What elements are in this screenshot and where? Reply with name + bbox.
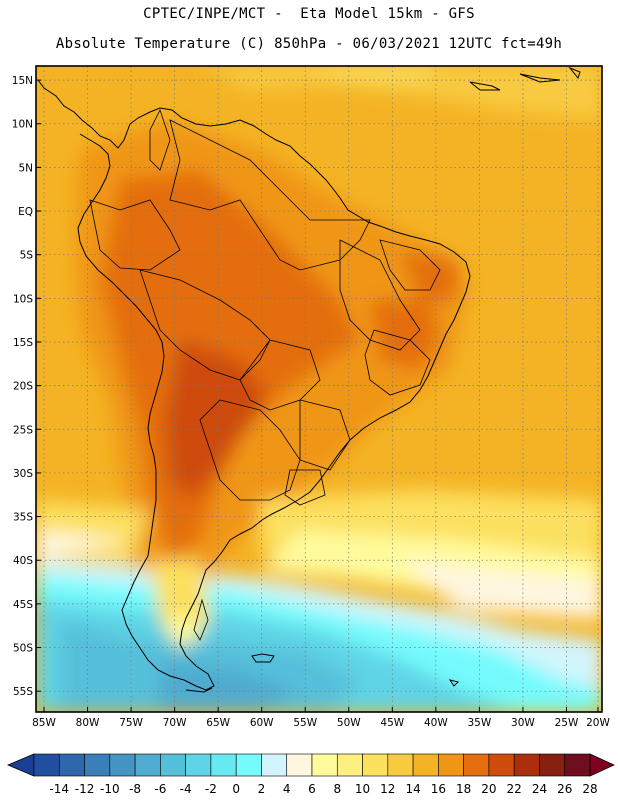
colorbar-label: 4	[283, 782, 291, 796]
lat-label: 5N	[18, 162, 33, 174]
colorbar-swatch	[488, 753, 515, 777]
colorbar-label: 14	[405, 782, 420, 796]
colorbar-label: -8	[129, 782, 141, 796]
colorbar-labels: -14 -12 -10 -8 -6 -4 -2 0 2 4 6 8 10 12 14 16 18 20 22 24 26…	[49, 782, 597, 796]
colorbar-swatch	[134, 753, 161, 777]
colorbar-label: 26	[557, 782, 572, 796]
colorbar-swatch	[109, 753, 136, 777]
lon-label: 65W	[206, 717, 230, 729]
colorbar-swatch	[286, 753, 313, 777]
lat-label: 5S	[20, 250, 34, 262]
colorbar-label: -14	[49, 782, 69, 796]
lat-label: 10S	[13, 293, 33, 305]
lat-label: 15S	[13, 337, 33, 349]
lon-label: 70W	[163, 717, 187, 729]
colorbar-label: 8	[333, 782, 341, 796]
longitude-labels: 85W 80W 75W 70W 65W 60W 55W 50W 45W 40W 35W 30W 25W 2…	[32, 707, 610, 729]
lat-label: 10N	[12, 119, 33, 131]
colorbar-swatch	[362, 753, 389, 777]
lat-label: 25S	[13, 424, 33, 436]
lon-label: 30W	[511, 717, 535, 729]
lat-label: 55S	[13, 686, 33, 698]
colorbar-arrow-right	[589, 753, 615, 777]
colorbar-swatch	[438, 753, 464, 777]
colorbar-swatch	[387, 753, 414, 777]
lon-label: 35W	[468, 717, 492, 729]
lon-label: 80W	[76, 717, 100, 729]
lat-label: 35S	[13, 512, 33, 524]
lon-label: 25W	[555, 717, 579, 729]
colorbar-swatch	[210, 753, 237, 777]
colorbar-label: -6	[154, 782, 166, 796]
colorbar-label: 22	[507, 782, 522, 796]
colorbar-label: 28	[582, 782, 597, 796]
colorbar-swatch	[412, 753, 439, 777]
colorbar-swatch	[311, 753, 338, 777]
colorbar-label: -12	[75, 782, 95, 796]
colorbar-label: 20	[481, 782, 496, 796]
colorbar-label: 24	[532, 782, 547, 796]
colorbar-swatch	[185, 753, 212, 777]
lon-label: 75W	[119, 717, 143, 729]
lon-label: 55W	[293, 717, 317, 729]
lat-label: 40S	[13, 555, 33, 567]
temperature-field	[36, 66, 602, 712]
colorbar-label: 6	[308, 782, 316, 796]
colorbar-label: -4	[180, 782, 192, 796]
lat-label: 15N	[12, 75, 33, 87]
colorbar-label: 2	[258, 782, 266, 796]
lon-label: 85W	[32, 717, 56, 729]
colorbar-swatch	[513, 753, 540, 777]
colorbar-swatch	[539, 753, 566, 777]
colorbar-label: -10	[100, 782, 120, 796]
colorbar-swatch	[33, 753, 60, 777]
lat-label: 45S	[13, 599, 33, 611]
lon-label: 20W	[586, 717, 610, 729]
lat-label: 20S	[13, 381, 33, 393]
colorbar-swatch	[84, 753, 111, 777]
lat-label: 30S	[13, 468, 33, 480]
chart-title-line2: Absolute Temperature (C) 850hPa - 06/03/…	[55, 36, 563, 52]
colorbar-swatch	[336, 753, 363, 777]
colorbar-label: 16	[431, 782, 446, 796]
lon-label: 60W	[250, 717, 274, 729]
colorbar-label: 12	[380, 782, 395, 796]
colorbar	[6, 753, 615, 777]
colorbar-swatch	[58, 753, 85, 777]
colorbar-swatch	[261, 753, 288, 777]
lon-label: 50W	[337, 717, 361, 729]
colorbar-swatch	[235, 753, 262, 777]
colorbar-swatch	[564, 753, 591, 777]
colorbar-arrow-left	[6, 753, 35, 777]
lat-label: EQ	[18, 206, 33, 218]
colorbar-label: 10	[355, 782, 370, 796]
colorbar-swatch	[463, 753, 490, 777]
map-border	[35, 65, 603, 713]
colorbar-label: 18	[456, 782, 471, 796]
colorbar-label: -2	[205, 782, 217, 796]
lon-label: 40W	[424, 717, 448, 729]
chart-title-line1: CPTEC/INPE/MCT - Eta Model 15km - GFS	[143, 6, 475, 22]
coastline-borders	[37, 66, 581, 693]
lat-label: 50S	[13, 643, 33, 655]
colorbar-label: 0	[232, 782, 240, 796]
lon-label: 45W	[380, 717, 404, 729]
colorbar-swatch	[160, 753, 186, 777]
latitude-labels: 15N 10N 5N EQ 5S 10S 15S 20S 25S 30S 35S 40S 45S 50S 5…	[12, 75, 41, 698]
